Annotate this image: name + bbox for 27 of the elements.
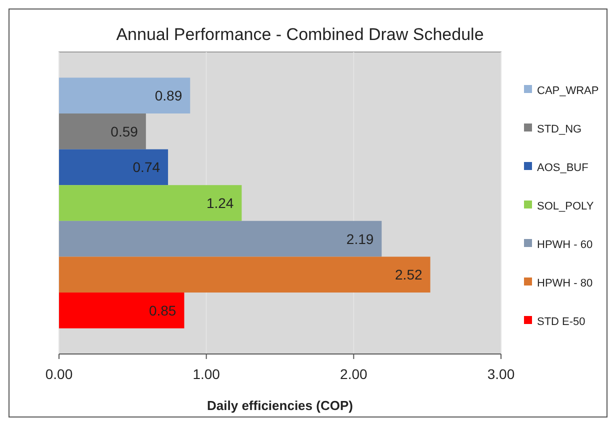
bar (59, 149, 168, 186)
legend-label: AOS_BUF (537, 162, 589, 174)
chart-title: Annual Performance - Combined Draw Schedule (116, 25, 484, 44)
legend-label: STD_NG (537, 124, 582, 136)
legend-label: SOL_POLY (537, 200, 594, 212)
bar (59, 78, 190, 114)
x-tick-label: 1.00 (192, 366, 220, 382)
x-tick-label: 2.00 (340, 366, 368, 382)
data-label: 0.74 (132, 159, 160, 176)
legend-label: HPWH - 60 (537, 239, 593, 251)
bar (59, 256, 430, 293)
data-label: 1.24 (206, 195, 234, 211)
legend-label: CAP_WRAP (537, 85, 599, 97)
x-tick-label: 0.00 (45, 366, 73, 382)
legend-label: STD E-50 (537, 316, 586, 328)
data-label: 2.19 (346, 230, 374, 247)
x-tick-label: 3.00 (487, 366, 515, 382)
bar (59, 185, 242, 221)
data-label: 0.85 (148, 302, 176, 318)
bar (59, 292, 184, 328)
data-label: 0.89 (154, 88, 182, 104)
data-label: 2.52 (395, 266, 422, 283)
data-label: 0.59 (110, 123, 138, 140)
bar (59, 220, 382, 257)
legend-label: HPWH - 80 (537, 278, 593, 290)
x-axis-title: Daily efficiencies (COP) (207, 398, 353, 413)
bar (59, 113, 146, 150)
